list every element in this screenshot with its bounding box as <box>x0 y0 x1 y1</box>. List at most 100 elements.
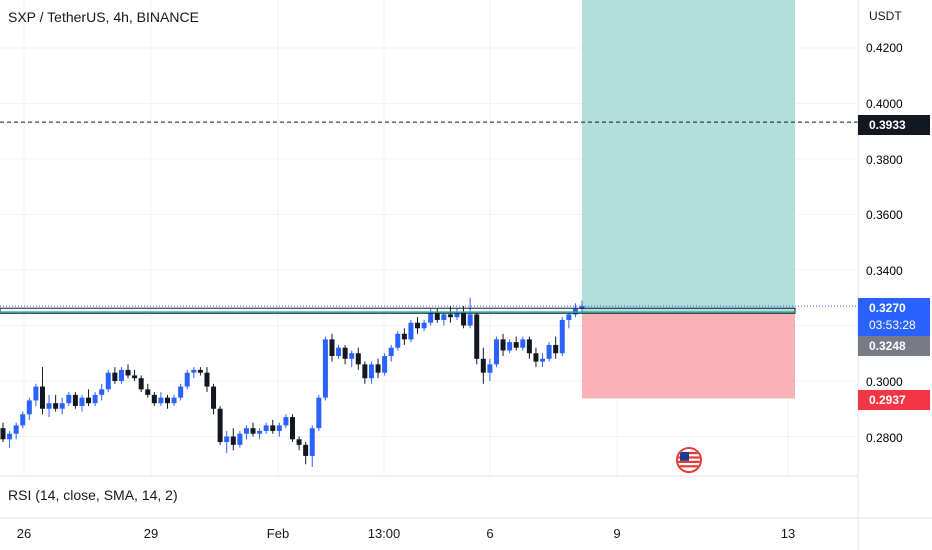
candle-body <box>493 339 499 365</box>
candle-body <box>368 364 374 379</box>
current-price-value: 0.3270 <box>869 301 906 315</box>
time-tick: 13 <box>780 526 796 541</box>
time-tick: 13:00 <box>367 526 401 541</box>
candle-body <box>230 436 236 445</box>
candle-body <box>461 311 467 326</box>
candle-body <box>171 397 177 404</box>
profit-zone <box>582 0 795 313</box>
candle-body <box>257 430 263 434</box>
candle-body <box>408 322 414 340</box>
candle-body <box>526 339 532 354</box>
candle-body <box>276 425 282 431</box>
current-price-badge: 0.3270 03:53:28 <box>858 298 930 336</box>
us-flag-icon[interactable] <box>676 447 702 473</box>
candle-body <box>533 353 539 362</box>
candle-body <box>26 400 32 415</box>
candle-body <box>105 372 111 390</box>
candle-body <box>316 397 322 429</box>
candle-body <box>243 428 249 434</box>
support-zone-box <box>0 307 796 314</box>
candle-body <box>553 344 559 354</box>
price-tick: 0.4200 <box>866 41 903 55</box>
candle-body <box>309 428 315 456</box>
candle-body <box>132 375 138 379</box>
candle-body <box>382 356 388 373</box>
candles <box>0 297 585 468</box>
candle-body <box>46 403 52 409</box>
price-tick: 0.3400 <box>866 264 903 278</box>
candle-body <box>401 333 407 340</box>
candle-body <box>487 364 493 373</box>
price-axis-unit: USDT <box>869 9 902 23</box>
candle-body <box>79 397 85 406</box>
target-price-badge: 0.3933 <box>858 115 930 135</box>
candle-body <box>263 425 269 431</box>
candle-body <box>559 319 565 354</box>
time-tick: 6 <box>486 526 494 541</box>
candle-countdown: 03:53:28 <box>869 318 916 332</box>
overlay-lines <box>0 121 858 314</box>
candle-body <box>118 369 124 381</box>
candle-body <box>520 339 526 348</box>
candle-body <box>579 306 585 309</box>
candle-body <box>33 386 39 401</box>
time-tick: 9 <box>613 526 621 541</box>
candle-body <box>336 347 342 357</box>
candle-body <box>546 344 552 359</box>
candle-body <box>145 389 151 395</box>
profit-target-zone <box>582 0 795 313</box>
candle-body <box>217 408 223 443</box>
candle-body <box>191 369 197 373</box>
candle-body <box>395 333 401 348</box>
candle-body <box>441 314 447 320</box>
candle-body <box>513 342 519 348</box>
candle-body <box>375 364 381 373</box>
candle-body <box>39 386 45 409</box>
time-tick: 29 <box>143 526 159 541</box>
entry-price-badge: 0.3248 <box>858 336 930 356</box>
candle-body <box>53 403 59 409</box>
candle-body <box>474 314 480 359</box>
price-tick: 0.2800 <box>866 431 903 445</box>
candle-body <box>112 372 118 381</box>
candle-body <box>211 386 217 409</box>
price-tick: 0.4000 <box>866 97 903 111</box>
candle-body <box>296 439 302 445</box>
candle-body <box>184 372 190 387</box>
candle-body <box>20 414 26 426</box>
candle-body <box>421 322 427 329</box>
candle-body <box>342 347 348 359</box>
candle-body <box>500 339 506 351</box>
candle-body <box>13 425 19 434</box>
candle-body <box>204 372 210 387</box>
candle-body <box>415 322 421 329</box>
price-tick: 0.3000 <box>866 375 903 389</box>
candle-body <box>99 389 105 395</box>
candle-body <box>540 358 546 362</box>
candle-body <box>454 311 460 318</box>
candle-body <box>164 397 170 404</box>
candle-body <box>434 311 440 320</box>
candle-body <box>349 353 355 359</box>
candle-body <box>355 353 361 365</box>
candle-body <box>158 397 164 404</box>
candle-body <box>428 311 434 323</box>
candle-body <box>197 369 203 373</box>
candle-body <box>283 417 289 426</box>
candle-body <box>66 394 72 404</box>
candle-body <box>480 358 486 373</box>
stop-price-badge: 0.2937 <box>858 390 930 410</box>
candle-body <box>59 403 65 409</box>
candle-body <box>92 394 98 404</box>
time-tick: Feb <box>266 526 290 541</box>
candle-body <box>507 342 513 351</box>
candle-body <box>178 386 184 398</box>
candle-body <box>224 436 230 443</box>
candle-body <box>237 433 243 445</box>
candle-body <box>138 378 144 390</box>
candle-body <box>290 417 295 440</box>
rsi-indicator-title[interactable]: RSI (14, close, SMA, 14, 2) <box>8 487 178 503</box>
candle-body <box>447 314 453 318</box>
candle-body <box>7 433 13 440</box>
